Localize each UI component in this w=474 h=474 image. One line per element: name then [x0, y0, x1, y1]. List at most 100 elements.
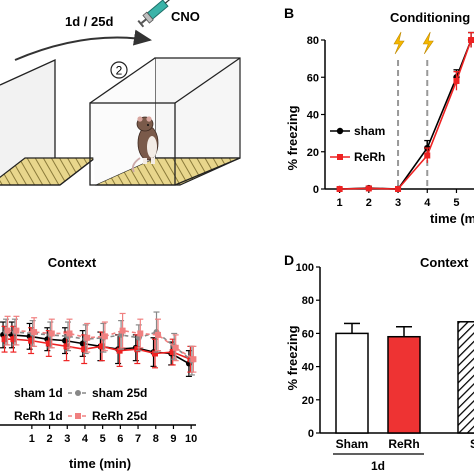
schematic-panel: 1d / 25d CNO 2	[0, 0, 241, 186]
d-y-tick-label: 40	[302, 362, 314, 374]
panel-d-group-label: 1d	[371, 459, 385, 473]
b-point	[336, 186, 343, 192]
b-y-tick-label: 80	[307, 35, 319, 47]
c-point	[101, 333, 108, 340]
c-legend-label: sham 25d	[92, 386, 147, 400]
d-y-tick-label: 80	[302, 295, 314, 307]
conditioning-box-right	[89, 57, 241, 186]
panel-b: B Conditioning % freezing time (m 0 20 40 6…	[284, 5, 474, 226]
drug-label: CNO	[171, 9, 200, 24]
c-point	[63, 343, 70, 350]
c-point	[10, 336, 17, 343]
c-point	[152, 350, 159, 357]
panel-b-title: Conditioning	[390, 10, 470, 25]
b-x-tick-label: 3	[395, 197, 401, 209]
b-y-tick-label: 20	[307, 147, 319, 159]
b-y-tick-label: 0	[313, 184, 319, 196]
plot-b: 0 20 40 60 80 1 2 3 4 5 sham ReRh	[307, 31, 474, 209]
b-x-tick-label: 5	[453, 197, 459, 209]
c-point	[172, 344, 179, 351]
b-x-tick-label: 2	[366, 197, 372, 209]
c-point	[84, 334, 91, 341]
b-series-line	[339, 39, 472, 190]
panel-d-ylabel: % freezing	[285, 325, 300, 390]
d-bar	[335, 332, 369, 434]
c-point	[98, 343, 105, 350]
c-point	[1, 336, 8, 343]
b-legend-label: ReRh	[354, 150, 385, 164]
c-point	[134, 346, 141, 353]
lightning-bolt-icon	[393, 31, 405, 55]
c-point	[45, 340, 52, 347]
d-bar	[387, 335, 421, 434]
plot-c: 1 2 3 4 5 6 7 8 9 10 sham 1d ReRh 1d sham 25d ReRh 25…	[0, 311, 197, 445]
c-point	[13, 327, 20, 334]
panel-b-xlabel: time (m	[430, 211, 474, 226]
c-point	[28, 337, 35, 344]
b-legend-marker	[336, 127, 344, 135]
lightning-bolt-icon	[422, 31, 434, 55]
panel-b-letter: B	[284, 5, 294, 21]
panel-c-xlabel: time (min)	[69, 456, 131, 471]
c-point	[137, 330, 144, 337]
c-legend-label: ReRh 1d	[14, 409, 63, 423]
b-y-tick-label: 40	[307, 110, 319, 122]
step-circle	[110, 61, 128, 79]
c-x-tick-label: 2	[46, 433, 52, 445]
c-x-tick-label: 1	[29, 433, 35, 445]
b-x-tick-label: 4	[424, 197, 431, 209]
c-point	[66, 330, 73, 337]
panel-c-title: Context	[48, 255, 97, 270]
c-point	[4, 327, 11, 334]
c-point	[169, 349, 176, 356]
c-x-tick-label: 6	[117, 433, 123, 445]
d-y-tick-label: 100	[296, 262, 314, 274]
c-x-tick-label: 3	[64, 433, 70, 445]
plot-d: 0 20 40 60 80 100 Sham ReRh S	[296, 262, 474, 455]
c-point	[190, 356, 197, 363]
syringe-icon	[137, 0, 175, 28]
c-x-tick-label: 8	[153, 433, 159, 445]
panel-b-ylabel: % freezing	[285, 105, 300, 170]
d-category-label: ReRh	[388, 437, 419, 451]
c-point	[31, 329, 38, 336]
c-legend-label: sham 1d	[14, 386, 63, 400]
c-x-tick-label: 5	[100, 433, 106, 445]
rat-icon	[131, 116, 159, 173]
d-y-tick-label: 0	[308, 428, 314, 440]
c-x-tick-label: 10	[185, 433, 197, 445]
step-number: 2	[116, 64, 123, 78]
c-point	[81, 346, 88, 353]
c-legend-marker	[75, 413, 81, 419]
b-point	[453, 77, 460, 84]
panel-c: Context time (min) 1 2 3 4 5 6 7 8 9 10 sham 1d ReR…	[0, 255, 197, 471]
interval-label: 1d / 25d	[65, 14, 113, 29]
c-x-tick-label: 9	[170, 433, 176, 445]
b-legend-label: sham	[354, 124, 385, 138]
b-point	[365, 185, 372, 192]
b-x-tick-label: 1	[337, 197, 343, 209]
d-category-label: S	[470, 437, 474, 451]
c-point	[119, 327, 126, 334]
b-y-tick-label: 60	[307, 72, 319, 84]
panel-d: D Context % freezing 1d 0 20 40 60 80 100 Sham…	[284, 252, 474, 473]
b-point	[424, 152, 431, 159]
b-point	[468, 37, 474, 43]
b-series-line	[339, 39, 472, 190]
b-point	[395, 186, 402, 192]
c-legend-marker	[75, 390, 81, 396]
panel-d-title: Context	[420, 255, 469, 270]
d-category-label: Sham	[336, 437, 369, 451]
interval-arrow	[14, 29, 152, 61]
c-x-tick-label: 7	[135, 433, 141, 445]
c-legend-label: ReRh 25d	[92, 409, 147, 423]
c-point	[155, 331, 162, 338]
d-y-tick-label: 60	[302, 328, 314, 340]
c-point	[48, 330, 55, 337]
d-bar	[457, 321, 474, 434]
c-point	[116, 347, 123, 354]
b-legend-marker	[337, 154, 343, 160]
c-x-tick-label: 4	[82, 433, 89, 445]
d-y-tick-label: 20	[302, 395, 314, 407]
